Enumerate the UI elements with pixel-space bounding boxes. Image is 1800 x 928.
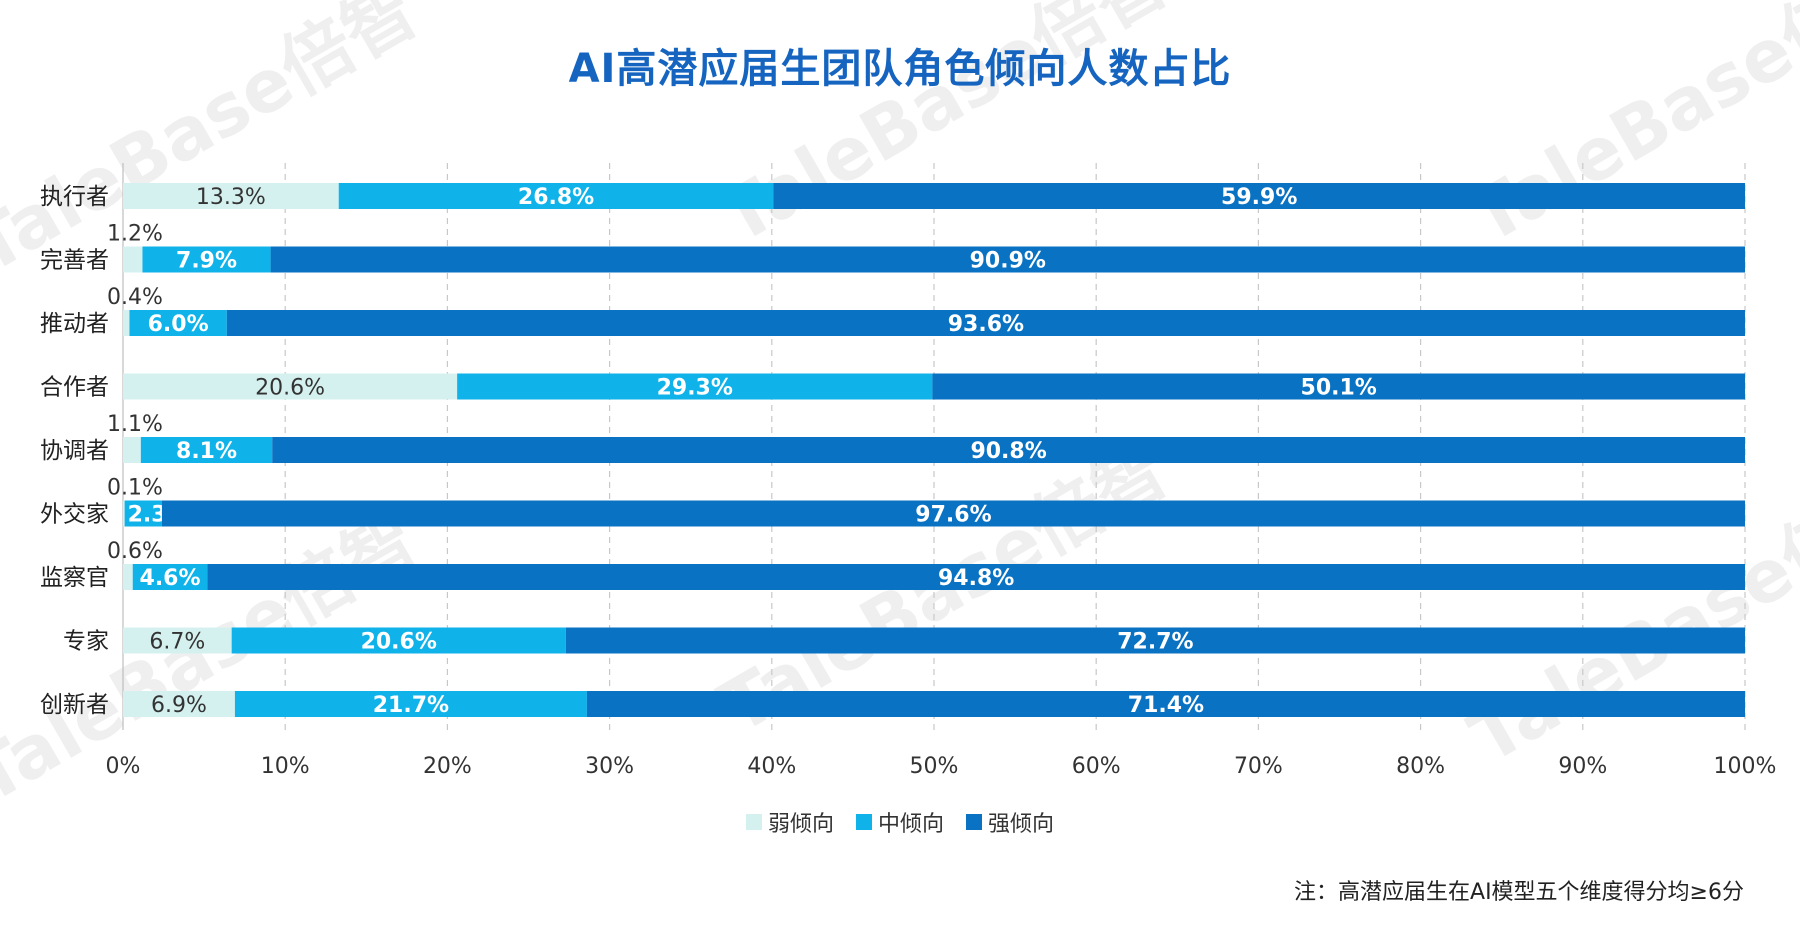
bar-segment [773,183,1745,209]
legend-item: 弱倾向 [745,806,834,838]
legend-label: 强倾向 [988,812,1055,837]
x-tick-label: 20% [423,754,472,779]
legend-item: 中倾向 [855,806,944,838]
stacked-bar-chart: 0% 10% 20% 30% 40% 50% 60% 70% 80% 90% 100% 执行者 13.3… [40,163,1777,779]
data-label: 8.1% [176,439,237,464]
data-label: 0.1% [107,476,163,501]
category-label: 合作者 [40,375,109,401]
category-label: 专家 [63,629,109,655]
data-label: 6.0% [148,312,209,337]
data-label: 4.6% [140,566,201,591]
bar-segment [142,246,271,273]
legend: 弱倾向 中倾向 强倾向 [0,806,1800,838]
category-label: 完善者 [40,248,109,274]
category-label: 创新者 [40,692,109,718]
data-label: 71.4% [1128,693,1204,718]
data-label: 20.6% [255,376,325,401]
x-tick-label: 30% [585,754,634,779]
data-label: 50.1% [1301,376,1377,401]
category-label: 外交家 [40,502,109,528]
data-label: 1.2% [107,222,163,247]
data-label: 26.8% [518,185,594,210]
bar-segment [586,691,1745,717]
bar-segment [123,564,133,590]
bar-segment [338,183,774,209]
data-label: 29.3% [657,376,733,401]
data-label: 97.6% [915,503,991,528]
data-label: 1.1% [107,412,163,437]
x-tick-label: 40% [747,754,796,779]
bar-segment [123,373,458,400]
x-tick-label: 100% [1714,754,1777,779]
chart-title: AI高潜应届生团队角色倾向人数占比 [568,46,1232,92]
bar-segment [932,373,1745,400]
x-tick-label: 50% [910,754,959,779]
bar-segment [234,691,587,717]
bar-segment [161,500,1746,527]
bar-segment [565,627,1745,654]
data-label: 59.9% [1221,185,1297,210]
x-tick-label: 0% [106,754,141,779]
bar-segment [207,564,1745,590]
legend-swatch [855,814,872,830]
bar-segment [231,627,566,654]
bar-segment [129,310,227,336]
bar-segment [132,564,208,590]
data-label: 0.6% [107,539,163,564]
data-label: 20.6% [361,630,437,655]
bar-segment [226,310,1746,336]
data-label: 13.3% [196,185,266,210]
data-label: 93.6% [948,312,1024,337]
bar-segment [270,246,1745,273]
legend-label: 中倾向 [877,812,944,837]
category-label: 监察官 [40,565,109,591]
legend-label: 弱倾向 [767,812,834,837]
data-label: 94.8% [938,566,1014,591]
data-label: 6.7% [149,630,205,655]
bar-segment [123,691,235,717]
legend-swatch [745,814,762,830]
data-label: 7.9% [176,249,237,274]
bar-segment [272,437,1745,463]
data-label: 72.7% [1117,630,1193,655]
x-tick-label: 80% [1396,754,1445,779]
category-label: 执行者 [40,184,109,210]
x-tick-label: 60% [1072,754,1121,779]
bar-segment [457,373,933,400]
data-label: 90.9% [970,249,1046,274]
bar-segment [123,246,143,273]
x-tick-label: 10% [261,754,310,779]
bar-segment [123,627,232,654]
x-tick-label: 90% [1558,754,1607,779]
data-label: 0.4% [107,285,163,310]
footnote: 注：高潜应届生在AI模型五个维度得分均≥6分 [1294,880,1744,905]
data-label: 21.7% [373,693,449,718]
legend-swatch [966,814,982,830]
bar-segment [124,500,162,527]
category-label: 协调者 [40,438,109,464]
bar-segment [123,500,125,527]
category-label: 推动者 [40,311,109,337]
data-label: 90.8% [970,439,1046,464]
bar-segment [123,310,130,336]
data-label: 6.9% [151,693,207,718]
legend-item: 强倾向 [966,806,1054,838]
x-tick-label: 70% [1234,754,1283,779]
bar-segment [140,437,273,463]
bar-segment [123,183,339,209]
bar-segment [123,437,141,463]
